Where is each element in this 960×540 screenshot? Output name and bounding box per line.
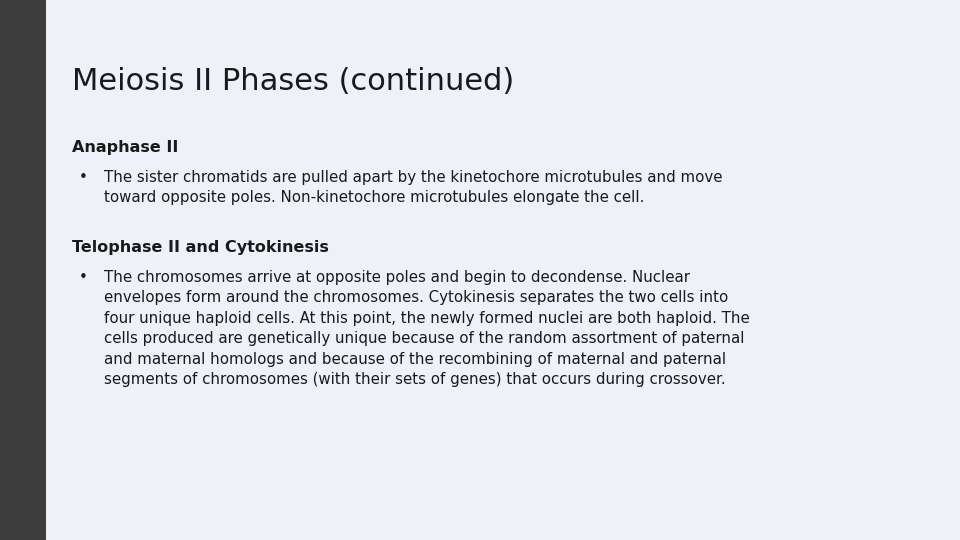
Text: Meiosis II Phases (continued): Meiosis II Phases (continued) <box>72 68 515 97</box>
Text: The sister chromatids are pulled apart by the kinetochore microtubules and move
: The sister chromatids are pulled apart b… <box>104 170 722 206</box>
Text: •: • <box>79 170 87 185</box>
Text: The chromosomes arrive at opposite poles and begin to decondense. Nuclear
envelo: The chromosomes arrive at opposite poles… <box>104 270 750 387</box>
Text: Anaphase II: Anaphase II <box>72 140 179 156</box>
Text: Telophase II and Cytokinesis: Telophase II and Cytokinesis <box>72 240 329 255</box>
Text: •: • <box>79 270 87 285</box>
Bar <box>0 0 46 540</box>
